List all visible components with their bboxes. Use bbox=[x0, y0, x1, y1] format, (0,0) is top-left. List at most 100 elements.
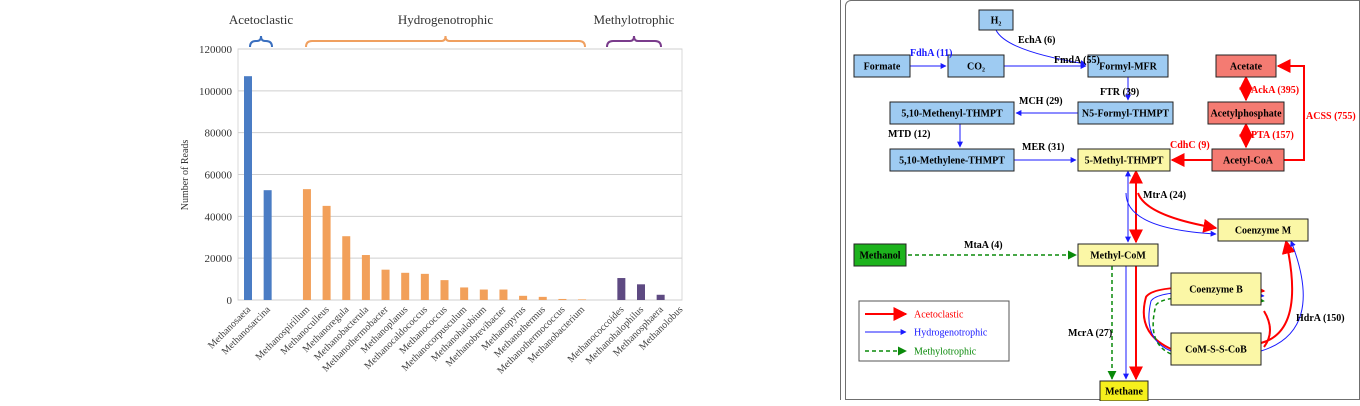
pathway-node bbox=[1077, 148, 1171, 172]
pathway-edge bbox=[1125, 192, 1217, 237]
pathway-node bbox=[1087, 54, 1169, 78]
group-bracket bbox=[606, 35, 662, 48]
y-tick-label: 100000 bbox=[199, 86, 233, 98]
enzyme-label: ACSS (755) bbox=[1306, 111, 1356, 122]
pathway-node-label: 5,10-Methylene-THMPT bbox=[899, 156, 1005, 167]
bar bbox=[538, 296, 547, 300]
pathway-node-label: Methanol bbox=[859, 251, 900, 262]
enzyme-label: EchA (6) bbox=[1018, 35, 1056, 46]
pathway-edge bbox=[995, 29, 1087, 67]
pathway-node bbox=[978, 9, 1014, 31]
bar bbox=[401, 272, 410, 300]
pathway-node bbox=[853, 54, 911, 78]
pathway-node bbox=[1170, 332, 1262, 366]
bar bbox=[558, 298, 567, 300]
pathway-node-label: 5-Methyl-THMPT bbox=[1085, 156, 1164, 167]
bar bbox=[381, 269, 390, 300]
pathway-node-label: Acetylphosphate bbox=[1210, 109, 1282, 120]
legend-box bbox=[858, 300, 1010, 362]
pathway-edge bbox=[1276, 59, 1305, 161]
pathway-node-label: CoM-S-S-CoB bbox=[1185, 345, 1247, 356]
bar bbox=[244, 76, 252, 300]
y-tick-label: 0 bbox=[227, 295, 233, 307]
bar bbox=[361, 255, 370, 300]
pathway-node-label: Methyl-CoM bbox=[1090, 251, 1146, 262]
enzyme-label: FmdA (55) bbox=[1054, 55, 1100, 66]
y-tick-label: 40000 bbox=[205, 211, 233, 223]
group-label: Hydrogenotrophic bbox=[398, 12, 494, 27]
bar bbox=[499, 289, 508, 300]
enzyme-label: HdrA (150) bbox=[1296, 313, 1345, 324]
enzyme-label: MER (31) bbox=[1022, 142, 1065, 153]
bar bbox=[637, 284, 645, 300]
pathway-node bbox=[1215, 54, 1277, 78]
enzyme-label: AckA (395) bbox=[1251, 85, 1299, 96]
legend-label: Methylotrophic bbox=[914, 347, 977, 358]
pathway-node-label: H₂ bbox=[991, 16, 1002, 27]
y-tick-label: 20000 bbox=[205, 253, 233, 265]
y-tick-label: 80000 bbox=[205, 128, 233, 140]
legend-label: Acetoclastic bbox=[914, 310, 964, 321]
pathway-diagram: H₂ Formate CO₂ Formyl-MFR N5-Formyl-THMPT 5,1… bbox=[853, 9, 1356, 402]
y-tick-label: 120000 bbox=[199, 44, 233, 56]
bar-chart: 0 20000 40000 60000 80000 100000 120000 Number … bbox=[180, 12, 685, 377]
bar bbox=[460, 287, 469, 300]
pathway-legend: Acetoclastic Hydrogenotrophic Methylotroph… bbox=[858, 300, 1010, 362]
pathway-node bbox=[889, 148, 1015, 172]
enzyme-labels: EchA (6) FdhA (11) FmdA (55) FTR (39) MCH (2… bbox=[888, 35, 1356, 339]
enzyme-label: MCH (29) bbox=[1019, 96, 1063, 107]
pathway-node bbox=[947, 54, 1005, 78]
bar-chart-panel: 0 20000 40000 60000 80000 100000 120000 Number … bbox=[180, 0, 841, 400]
enzyme-label: CdhC (9) bbox=[1170, 140, 1210, 151]
pathway-edge bbox=[1260, 239, 1296, 344]
pathway-edge bbox=[1263, 310, 1271, 348]
pathway-node-label: CO₂ bbox=[967, 62, 985, 73]
enzyme-label: MtrA (24) bbox=[1143, 190, 1186, 201]
enzyme-label: FdhA (11) bbox=[910, 48, 953, 59]
bar bbox=[519, 295, 528, 300]
enzyme-label: MtaA (4) bbox=[964, 240, 1003, 251]
pathway-node-label: Formyl-MFR bbox=[1099, 62, 1158, 73]
enzyme-label: PTA (157) bbox=[1251, 130, 1294, 141]
enzyme-label: McrA (27) bbox=[1068, 328, 1112, 339]
pathway-edge bbox=[1260, 240, 1304, 352]
bar bbox=[440, 280, 449, 300]
y-axis-label: Number of Reads bbox=[180, 140, 191, 211]
pathway-node-label: Acetyl-CoA bbox=[1223, 156, 1274, 167]
y-tick-label: 60000 bbox=[205, 170, 233, 182]
bar bbox=[617, 278, 626, 300]
bar bbox=[263, 190, 272, 300]
pathway-node bbox=[1170, 272, 1262, 306]
pathway-node-label: 5,10-Methenyl-THMPT bbox=[901, 109, 1003, 120]
bar bbox=[479, 289, 488, 300]
pathway-node bbox=[1077, 243, 1159, 267]
bar bbox=[342, 236, 351, 300]
pathway-node bbox=[1077, 101, 1174, 125]
enzyme-label: MTD (12) bbox=[888, 129, 931, 140]
pathway-node-label: Acetate bbox=[1230, 62, 1263, 73]
group-label: Acetoclastic bbox=[229, 12, 293, 27]
pathway-node bbox=[1217, 218, 1309, 242]
pathway-node-label: N5-Formyl-THMPT bbox=[1082, 109, 1170, 120]
pathway-node-label: Coenzyme M bbox=[1235, 226, 1292, 237]
bar bbox=[302, 189, 311, 300]
bar bbox=[420, 273, 429, 300]
bar bbox=[578, 299, 587, 300]
legend-label: Hydrogenotrophic bbox=[914, 328, 988, 339]
pathway-nodes: H₂ Formate CO₂ Formyl-MFR N5-Formyl-THMPT 5,1… bbox=[853, 9, 1309, 402]
pathway-node-label: Formate bbox=[864, 62, 901, 73]
pathway-node bbox=[1207, 101, 1285, 125]
group-label: Methylotrophic bbox=[594, 12, 675, 27]
enzyme-label: FTR (39) bbox=[1100, 87, 1139, 98]
pathway-node bbox=[889, 101, 1015, 125]
pathway-diagram-panel: H₂ Formate CO₂ Formyl-MFR N5-Formyl-THMPT 5,1… bbox=[845, 0, 1360, 402]
pathway-node-label: Coenzyme B bbox=[1189, 285, 1243, 296]
pathway-node bbox=[1211, 148, 1285, 172]
group-bracket bbox=[249, 35, 273, 48]
bar bbox=[322, 205, 331, 300]
pathway-edge bbox=[1137, 192, 1218, 233]
bar bbox=[656, 294, 665, 300]
pathway-node-label: Methane bbox=[1105, 387, 1143, 398]
pathway-node bbox=[853, 243, 907, 267]
group-bracket bbox=[305, 35, 586, 48]
